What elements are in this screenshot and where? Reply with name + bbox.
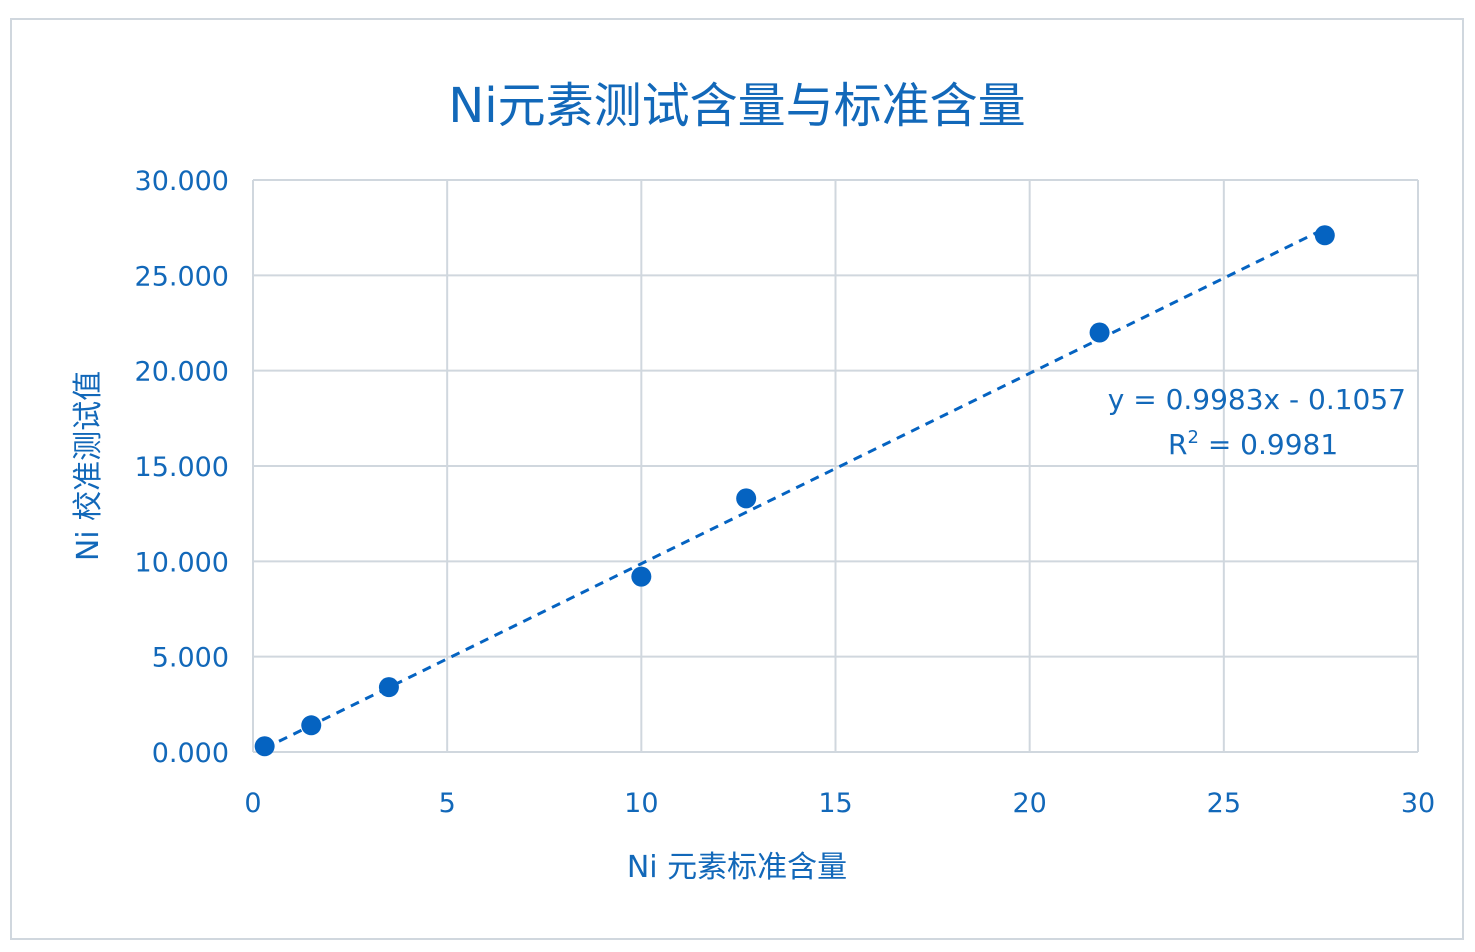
r-squared-superscript: 2 (1187, 427, 1198, 448)
x-tick-label: 5 (439, 788, 456, 819)
data-point (378, 677, 399, 698)
y-axis-label: Ni 校准测试值 (71, 371, 106, 561)
data-point (736, 488, 757, 509)
trendline-equation: y = 0.9983x - 0.1057 (1108, 383, 1406, 416)
y-tick-label: 5.000 (152, 643, 229, 674)
gridlines (252, 179, 1419, 753)
y-tick-label: 0.000 (152, 738, 229, 769)
data-points (254, 225, 1335, 757)
x-tick-label: 15 (818, 788, 852, 819)
y-tick-label: 10.000 (135, 547, 229, 578)
y-tick-label: 25.000 (135, 261, 229, 292)
trendline (263, 227, 1326, 750)
r-squared-value: = 0.9981 (1199, 428, 1338, 461)
y-tick-label: 30.000 (135, 166, 229, 197)
y-axis-ticks: 0.000 5.000 10.000 15.000 20.000 25.000 30.000 (135, 166, 229, 769)
trendline-layer (263, 227, 1326, 750)
data-point (1314, 225, 1335, 246)
data-point (254, 736, 275, 757)
y-tick-label: 15.000 (135, 452, 229, 483)
x-tick-label: 0 (244, 788, 261, 819)
x-tick-label: 20 (1012, 788, 1046, 819)
x-axis-label: Ni 元素标准含量 (627, 850, 847, 885)
chart-title: Ni元素测试含量与标准含量 (448, 78, 1025, 134)
x-tick-label: 10 (624, 788, 658, 819)
y-tick-label: 20.000 (135, 357, 229, 388)
data-point (301, 715, 322, 736)
x-axis-ticks: 0 5 10 15 20 25 30 (244, 788, 1435, 819)
data-point (1089, 322, 1110, 343)
r-squared-label: R2 = 0.9981 (1168, 427, 1338, 461)
r-squared-r: R (1168, 428, 1187, 461)
x-tick-label: 30 (1401, 788, 1435, 819)
x-tick-label: 25 (1207, 788, 1241, 819)
data-point (631, 566, 652, 587)
